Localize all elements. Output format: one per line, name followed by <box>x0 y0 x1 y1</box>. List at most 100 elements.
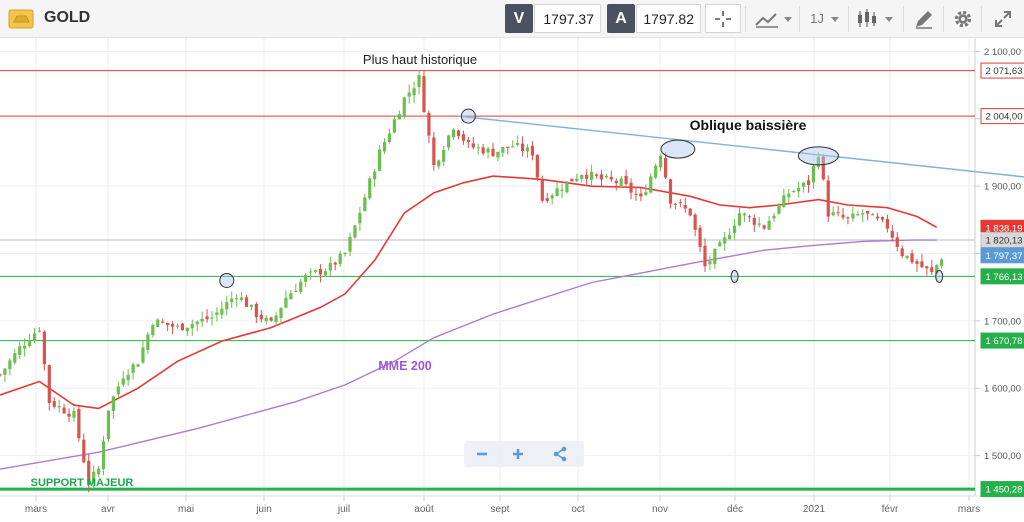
candle-body <box>180 323 185 331</box>
candle-body <box>801 182 806 187</box>
candle-body <box>511 146 515 148</box>
candle-body <box>175 325 180 327</box>
separator <box>903 6 904 32</box>
candle-body <box>358 212 362 224</box>
candle-body <box>762 225 766 229</box>
chart-type-button[interactable] <box>752 4 794 33</box>
separator <box>745 6 746 32</box>
candle-body <box>506 146 510 148</box>
settings-button[interactable] <box>949 4 977 33</box>
y-tick-label: 1 700,00 <box>984 316 1021 327</box>
candle-body <box>678 202 682 204</box>
annotation-ema200: MME 200 <box>378 359 432 373</box>
level-label-box <box>980 481 1024 498</box>
candle-body <box>476 147 480 149</box>
price-chart[interactable]: mars avr mai juin juil août sept oct nov déc 2021 f… <box>0 38 1024 522</box>
candle-body <box>0 374 2 376</box>
candle-body <box>225 301 229 310</box>
candle-body <box>447 135 451 148</box>
level-label: 1 838,19 <box>986 223 1023 234</box>
candle-body <box>792 191 796 193</box>
candle-body <box>590 171 594 180</box>
candle-body <box>767 220 771 230</box>
candle-body <box>713 249 717 264</box>
level-label-box <box>980 108 1024 125</box>
candle-body <box>570 178 574 182</box>
candle-body <box>456 130 461 136</box>
ema-short-line <box>0 175 938 410</box>
candle-body <box>373 171 377 180</box>
candle-body <box>47 365 51 404</box>
plot-area[interactable] <box>0 38 975 496</box>
candle-body <box>387 133 392 142</box>
candle-body <box>230 298 234 303</box>
candle-body <box>442 149 446 162</box>
candle-body <box>599 174 604 180</box>
candle-body <box>200 318 204 322</box>
candle-body <box>501 147 505 153</box>
candle-body <box>161 321 165 323</box>
candle-body <box>836 212 840 214</box>
highlight-circle <box>219 272 235 288</box>
candle-body <box>18 346 22 355</box>
candles-button[interactable] <box>854 4 898 33</box>
timeframe-button[interactable]: 1J <box>806 4 844 33</box>
fullscreen-button[interactable] <box>988 4 1018 33</box>
candle-body <box>841 214 845 218</box>
expand-icon <box>995 10 1011 27</box>
candlestick-icon <box>858 8 893 27</box>
candle-body <box>264 317 268 322</box>
candle-body <box>87 460 91 485</box>
candle-body <box>185 327 189 332</box>
candle-body <box>92 471 96 483</box>
candle-body <box>688 208 692 216</box>
candle-body <box>797 187 801 192</box>
sell-button[interactable]: V <box>505 4 533 33</box>
buy-button[interactable]: A <box>607 4 635 33</box>
candle-body <box>244 297 249 307</box>
buy-price: 1797.82 <box>636 4 701 33</box>
candle-body <box>831 212 835 216</box>
candle-body <box>585 174 589 179</box>
annotation-ath: Plus haut historique <box>363 52 477 67</box>
candle-body <box>594 174 599 176</box>
candle-body <box>422 76 426 113</box>
candle-body <box>737 213 742 226</box>
candle-body <box>210 317 214 319</box>
highlight-circle <box>460 108 476 124</box>
share-button[interactable] <box>536 441 584 467</box>
pencil-icon <box>916 10 932 29</box>
candle-body <box>659 155 663 168</box>
zoom-in-button[interactable] <box>500 441 536 467</box>
zoom-out-button[interactable] <box>464 441 500 467</box>
gold-bar-icon <box>8 7 34 31</box>
candle-body <box>23 345 27 349</box>
candle-body <box>915 261 919 264</box>
x-tick-label: juil <box>337 504 350 515</box>
level-label-box <box>980 268 1024 285</box>
candle-body <box>52 401 56 407</box>
crosshair-button[interactable] <box>705 4 741 33</box>
candle-body <box>846 217 850 219</box>
candle-body <box>871 214 875 216</box>
x-tick-label: sept <box>491 504 510 515</box>
candle-body <box>742 213 747 216</box>
candle-body <box>693 214 697 230</box>
candle-body <box>239 297 244 301</box>
candle-body <box>289 293 293 300</box>
candle-body <box>333 262 337 265</box>
drawing-tools-button[interactable] <box>909 4 939 33</box>
candle-body <box>67 413 71 417</box>
candle-body <box>121 378 125 385</box>
candle-body <box>308 271 313 273</box>
candle-body <box>402 97 406 117</box>
candle-body <box>343 252 347 254</box>
instrument-symbol[interactable]: GOLD <box>44 9 91 26</box>
candle-body <box>141 347 145 363</box>
chevron-down-icon <box>830 16 839 22</box>
candle-body <box>575 178 579 182</box>
candle-body <box>520 143 525 152</box>
candle-body <box>328 263 332 271</box>
candle-body <box>382 142 387 152</box>
candle-body <box>417 75 421 87</box>
